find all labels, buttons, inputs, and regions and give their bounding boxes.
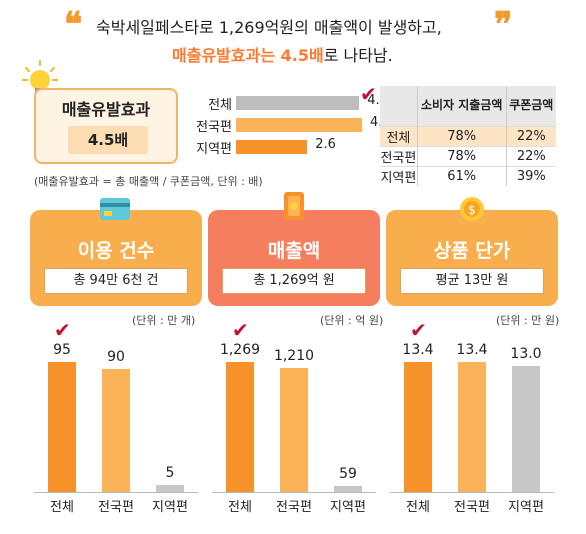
bar — [334, 485, 362, 492]
table-cell: 61% — [416, 165, 507, 186]
bar — [156, 485, 184, 492]
bar-value-label: 13.0 — [510, 345, 542, 362]
bar-value-label: 1,210 — [273, 348, 315, 365]
bar-category-label: 전국편 — [98, 500, 134, 515]
bar — [48, 362, 76, 492]
checkmark-icon: ✔ — [232, 318, 249, 342]
bar-category-label: 전체 — [50, 500, 74, 515]
effect-bar-category: 전체 — [208, 98, 232, 113]
effect-title: 매출유발효과 — [61, 100, 151, 119]
usage-count-panel: 이용 건수 총 94만 6천 건 — [30, 210, 202, 306]
effect-bar-category: 전국편 — [196, 120, 232, 135]
table-row: 지역편 61% 39% — [380, 165, 556, 186]
panel-summary: 평균 13만 원 — [400, 268, 544, 294]
checkmark-icon: ✔ — [360, 82, 377, 106]
svg-text:$: $ — [468, 203, 476, 217]
bar-category-label: 지역편 — [508, 500, 544, 515]
bar-category-label: 지역편 — [330, 500, 366, 515]
effect-bar-chart: 전체4.5전국편4.6지역편2.6 — [196, 92, 391, 162]
checkmark-icon: ✔ — [54, 318, 71, 342]
headline-rest: 로 나타남. — [323, 46, 393, 65]
effect-value: 4.5배 — [68, 126, 148, 154]
bar-value-label: 1,269 — [219, 342, 261, 358]
headline-highlight: 매출유발효과는 4.5배 — [172, 46, 324, 65]
table-row: 전국편 78% 22% — [380, 145, 556, 166]
table-cell: 78% — [416, 125, 507, 146]
effect-bar-value: 2.6 — [315, 137, 336, 152]
checkmark-icon: ✔ — [410, 318, 427, 342]
bar-category-label: 전국편 — [276, 500, 312, 515]
unit-price-panel: 상품 단가 평균 13만 원 — [386, 210, 558, 306]
panel-title: 상품 단가 — [433, 240, 511, 262]
unit-label: (단위 : 만 개) — [132, 314, 196, 327]
quote-close-mark: ❞ — [494, 5, 513, 45]
effect-formula: (매출유발효과 = 총 매출액 / 쿠폰금액, 단위 : 배) — [34, 175, 263, 188]
chart-baseline — [34, 492, 198, 493]
panel-title: 이용 건수 — [77, 240, 155, 262]
table-header-coupon: 쿠폰금액 — [505, 86, 556, 126]
table-row: 전체 78% 22% — [380, 125, 556, 146]
chart-baseline — [390, 492, 554, 493]
table-header-consumer: 소비자 지출금액 — [416, 86, 507, 126]
effect-bar — [236, 96, 360, 110]
bar-category-label: 지역편 — [152, 500, 188, 515]
bar-value-label: 90 — [107, 348, 125, 365]
quote-open-mark: ❝ — [64, 5, 83, 45]
bar-category-label: 전체 — [228, 500, 252, 515]
credit-card-icon — [98, 196, 134, 224]
bar-value-label: 13.4 — [456, 342, 488, 358]
headline-line1: 숙박세일페스타로 1,269억원의 매출액이 발생하고, — [96, 18, 442, 37]
bar — [102, 368, 130, 492]
table-cell: 전체 — [380, 125, 418, 146]
table-cell: 지역편 — [380, 165, 418, 186]
bar-value-label: 95 — [53, 342, 71, 358]
bar — [458, 362, 486, 492]
table-cell: 전국편 — [380, 145, 418, 166]
bar — [512, 365, 540, 492]
bar-value-label: 13.4 — [402, 342, 434, 358]
unit-label: (단위 : 만 원) — [496, 314, 560, 327]
bar-value-label: 59 — [339, 465, 357, 482]
table-cell: 22% — [505, 125, 556, 146]
table-cell: 22% — [505, 145, 556, 166]
panel-summary: 총 1,269억 원 — [222, 268, 366, 294]
spending-ratio-table: 소비자 지출금액 쿠폰금액 전체 78% 22% 전국편 78% 22% 지역편… — [380, 86, 556, 186]
effect-bar-category: 지역편 — [196, 142, 232, 157]
bar — [226, 362, 254, 492]
sales-panel: 매출액 총 1,269억 원 — [208, 210, 380, 306]
table-header-blank — [380, 86, 418, 126]
table-cell: 39% — [505, 165, 556, 186]
coin-icon: $ — [454, 194, 490, 224]
bar-category-label: 전체 — [406, 500, 430, 515]
sales-chart: 1,269 전체 ✔ 1,210 전국편 59 지역편 — [208, 318, 380, 534]
bar-category-label: 전국편 — [454, 500, 490, 515]
headline-line2: 매출유발효과는 4.5배로 나타남. — [172, 42, 393, 66]
table-cell: 78% — [416, 145, 507, 166]
chart-baseline — [212, 492, 376, 493]
unit-label: (단위 : 억 원) — [320, 314, 384, 327]
bar-value-label: 5 — [165, 465, 175, 482]
panel-summary: 총 94만 6천 건 — [44, 268, 188, 294]
effect-box: 매출유발효과 4.5배 — [34, 88, 178, 164]
bar — [280, 368, 308, 492]
unit-price-chart: 13.4 전체 ✔ 13.4 전국편 13.0 지역편 — [386, 318, 558, 534]
effect-bar — [236, 118, 362, 132]
panel-title: 매출액 — [267, 240, 321, 262]
bar — [404, 362, 432, 492]
usage-count-chart: 95 전체 ✔ 90 전국편 5 지역편 — [30, 318, 202, 534]
effect-bar — [236, 140, 308, 154]
money-icon — [276, 190, 312, 224]
